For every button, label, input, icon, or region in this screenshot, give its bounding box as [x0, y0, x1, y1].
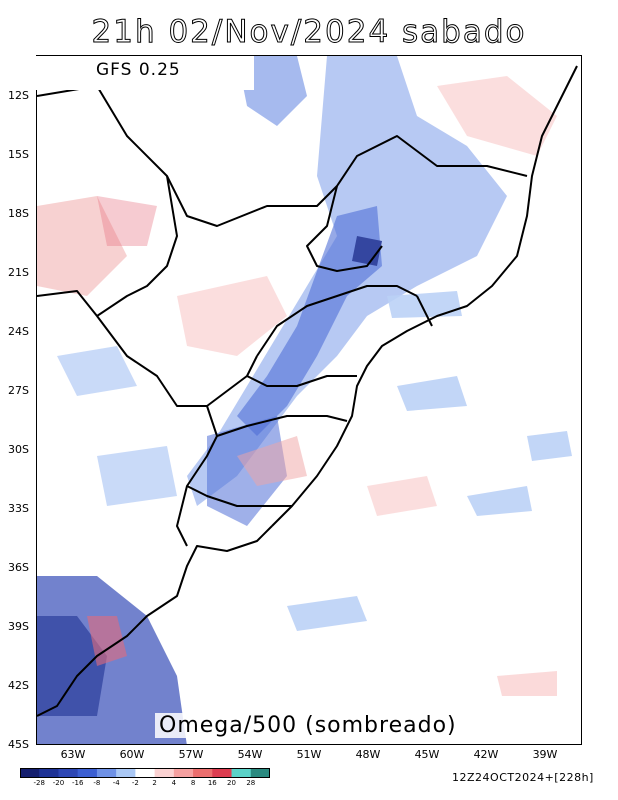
- colorbar-segment: [116, 768, 136, 778]
- colorbar-segment: [20, 768, 40, 778]
- colorbar-segments: [20, 768, 270, 778]
- colorbar-tick-label: -28: [33, 779, 45, 787]
- lon-label: 54W: [237, 748, 263, 761]
- colorbar-segment: [193, 768, 213, 778]
- colorbar-segment: [173, 768, 194, 778]
- lon-label: 60W: [119, 748, 145, 761]
- colorbar-tick-label: -20: [52, 779, 65, 787]
- colorbar-tick-label: 20: [227, 779, 236, 787]
- colorbar-tick-label: 8: [190, 779, 196, 787]
- colorbar-tick-label: 16: [207, 779, 217, 787]
- lat-label: 24S: [8, 325, 29, 338]
- lon-label: 45W: [414, 748, 440, 761]
- colorbar-segment: [77, 768, 98, 778]
- colorbar-segment: [39, 768, 59, 778]
- colorbar-tick-label: 4: [171, 779, 177, 787]
- lon-label: 57W: [178, 748, 204, 761]
- colorbar-tick-label: 28: [246, 779, 256, 787]
- lat-label: 18S: [8, 207, 29, 220]
- colorbar-segment: [250, 768, 270, 778]
- colorbar-tick-label: -16: [71, 779, 84, 787]
- lat-label: 21S: [8, 266, 29, 279]
- lon-label: 42W: [473, 748, 499, 761]
- lon-label: 39W: [532, 748, 558, 761]
- lat-label: 15S: [8, 148, 29, 161]
- omega-field-map: [37, 56, 578, 744]
- model-label: GFS 0.25: [96, 60, 181, 80]
- colorbar-segment: [154, 768, 175, 778]
- colorbar-tick-label: -8: [93, 779, 101, 787]
- model-label-box: GFS 0.25: [36, 56, 254, 90]
- lat-label: 12S: [8, 89, 29, 102]
- map-title: 21h 02/Nov/2024 sabado: [91, 14, 527, 51]
- lat-label: 42S: [8, 679, 29, 692]
- lon-label: 63W: [60, 748, 86, 761]
- lat-label: 27S: [8, 384, 29, 397]
- colorbar-segment: [58, 768, 79, 778]
- colorbar-segment: [135, 768, 156, 778]
- lat-label: 33S: [8, 502, 29, 515]
- colorbar-segment: [96, 768, 117, 778]
- lon-label: 48W: [355, 748, 381, 761]
- lat-label: 30S: [8, 443, 29, 456]
- lon-label: 51W: [296, 748, 322, 761]
- colorbar-tick-label: -4: [112, 779, 120, 787]
- lat-label: 39S: [8, 620, 29, 633]
- lat-label: 45S: [8, 738, 29, 751]
- lat-label: 36S: [8, 561, 29, 574]
- omega-shading: [37, 56, 572, 744]
- field-caption: Omega/500 (sombreado): [155, 713, 461, 738]
- country-borders: [37, 65, 578, 717]
- run-info: 12Z24OCT2024+[228h]: [452, 771, 594, 784]
- colorbar-tick-label: 2: [152, 779, 157, 787]
- colorbar-segment: [212, 768, 233, 778]
- map-panel: [36, 55, 582, 745]
- omega-colorbar: [20, 768, 270, 778]
- colorbar-segment: [231, 768, 252, 778]
- colorbar-tick-label: -2: [131, 779, 139, 787]
